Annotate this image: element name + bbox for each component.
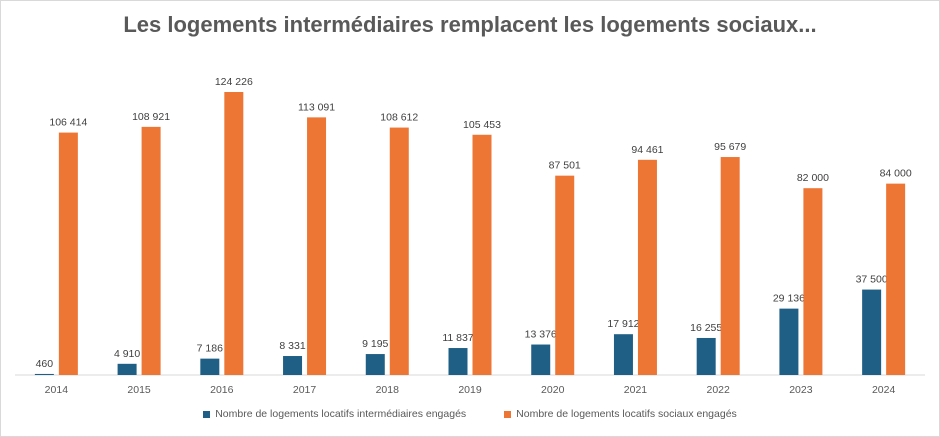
data-label-sociaux-2022: 95 679	[714, 141, 746, 153]
bar-sociaux-2015	[141, 126, 161, 375]
data-label-intermediaires-2021: 17 912	[607, 318, 639, 330]
bar-intermediaires-2019	[448, 348, 468, 375]
x-tick-label-2018: 2018	[376, 384, 400, 396]
bar-sociaux-2019	[472, 134, 492, 375]
bar-sociaux-2014	[58, 132, 78, 375]
data-label-intermediaires-2024: 37 500	[856, 274, 888, 286]
data-label-sociaux-2018: 108 612	[380, 112, 418, 124]
bar-sociaux-2017	[307, 117, 327, 376]
bar-intermediaires-2023	[779, 308, 799, 375]
bar-intermediaires-2018	[365, 354, 385, 375]
legend-item-intermediaires: Nombre de logements locatifs intermédiai…	[203, 408, 466, 420]
x-tick-label-2021: 2021	[624, 384, 648, 396]
legend-swatch-intermediaires	[203, 410, 211, 418]
data-label-sociaux-2024: 84 000	[880, 168, 912, 180]
bar-sociaux-2020	[555, 175, 575, 375]
bar-sociaux-2021	[637, 159, 657, 375]
x-tick-label-2022: 2022	[707, 384, 731, 396]
bar-sociaux-2016	[224, 92, 244, 375]
bar-intermediaires-2017	[283, 356, 303, 375]
bar-intermediaires-2014	[34, 373, 54, 375]
bar-intermediaires-2024	[862, 289, 882, 375]
legend: Nombre de logements locatifs intermédiai…	[0, 408, 940, 420]
data-label-sociaux-2023: 82 000	[797, 172, 829, 184]
x-tick-label-2017: 2017	[293, 384, 317, 396]
bar-intermediaires-2015	[117, 363, 137, 375]
x-tick-label-2015: 2015	[127, 384, 151, 396]
x-tick-label-2024: 2024	[872, 384, 896, 396]
chart-title: Les logements intermédiaires remplacent …	[123, 12, 817, 37]
data-label-intermediaires-2023: 29 136	[773, 293, 805, 305]
data-label-intermediaires-2015: 4 910	[114, 348, 140, 360]
x-tick-label-2016: 2016	[210, 384, 234, 396]
legend-swatch-sociaux	[504, 410, 512, 418]
data-label-intermediaires-2022: 16 255	[690, 322, 722, 334]
data-label-intermediaires-2014: 460	[36, 358, 54, 370]
bar-sociaux-2023	[803, 188, 823, 375]
bar-intermediaires-2021	[613, 334, 633, 375]
data-label-sociaux-2021: 94 461	[631, 144, 663, 156]
data-label-intermediaires-2019: 11 837	[442, 332, 473, 344]
data-label-sociaux-2016: 124 226	[215, 76, 253, 88]
bar-intermediaires-2016	[200, 358, 220, 375]
data-label-intermediaires-2020: 13 376	[525, 329, 557, 341]
bar-sociaux-2024	[886, 183, 906, 375]
x-tick-label-2014: 2014	[45, 384, 69, 396]
x-tick-label-2019: 2019	[458, 384, 482, 396]
data-label-sociaux-2014: 106 414	[49, 117, 87, 129]
legend-label-sociaux: Nombre de logements locatifs sociaux eng…	[516, 408, 737, 420]
x-tick-label-2023: 2023	[789, 384, 813, 396]
data-label-sociaux-2019: 105 453	[463, 119, 501, 131]
bar-intermediaires-2020	[531, 344, 551, 375]
x-tick-label-2020: 2020	[541, 384, 565, 396]
bar-sociaux-2022	[720, 157, 740, 375]
legend-label-intermediaires: Nombre de logements locatifs intermédiai…	[215, 408, 467, 420]
data-label-sociaux-2015: 108 921	[132, 111, 170, 123]
data-label-intermediaires-2016: 7 186	[197, 343, 223, 355]
bar-sociaux-2018	[389, 127, 409, 376]
data-label-intermediaires-2017: 8 331	[279, 340, 305, 352]
legend-item-sociaux: Nombre de logements locatifs sociaux eng…	[504, 408, 737, 420]
bar-intermediaires-2022	[696, 337, 716, 375]
data-label-intermediaires-2018: 9 195	[362, 338, 388, 350]
data-label-sociaux-2017: 113 091	[298, 101, 335, 113]
data-label-sociaux-2020: 87 501	[549, 160, 581, 172]
